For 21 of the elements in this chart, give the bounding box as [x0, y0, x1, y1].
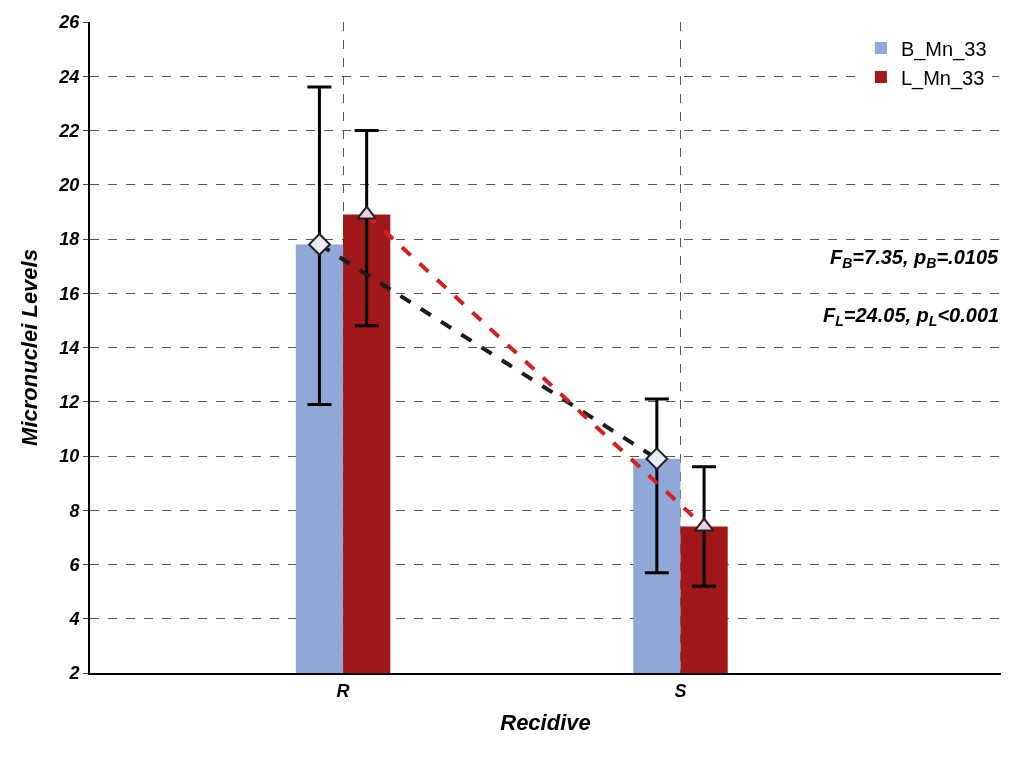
- y-tick-label: 10: [59, 446, 80, 467]
- y-tick-label: 6: [69, 554, 81, 575]
- annotation: F$_{L}$=24.05, p$_{L}$<0.001: [823, 304, 1000, 330]
- y-tick-label: 16: [59, 283, 81, 304]
- y-tick-label: 24: [58, 66, 80, 87]
- y-tick-label: 22: [58, 120, 80, 141]
- y-tick-label: 2: [68, 663, 80, 684]
- legend-label: L_Mn_33: [900, 66, 985, 90]
- y-axis-title: Micronuclei Levels: [16, 249, 42, 446]
- y-tick-label: 18: [59, 229, 80, 250]
- y-tick-label: 26: [58, 12, 81, 33]
- annotation: F$_{B}$=7.35, p$_{B}$=.0105: [830, 246, 1000, 272]
- y-tick-label: 20: [58, 175, 80, 196]
- x-axis-title: Recidive: [500, 710, 591, 735]
- y-tick-label: 12: [59, 392, 80, 413]
- legend-label: B_Mn_33: [900, 37, 987, 61]
- y-tick-label: 14: [59, 337, 80, 358]
- y-tick-label: 4: [68, 609, 80, 630]
- y-tick-label: 8: [69, 500, 80, 521]
- x-tick-label: S: [674, 680, 687, 701]
- x-tick-label: R: [336, 680, 350, 701]
